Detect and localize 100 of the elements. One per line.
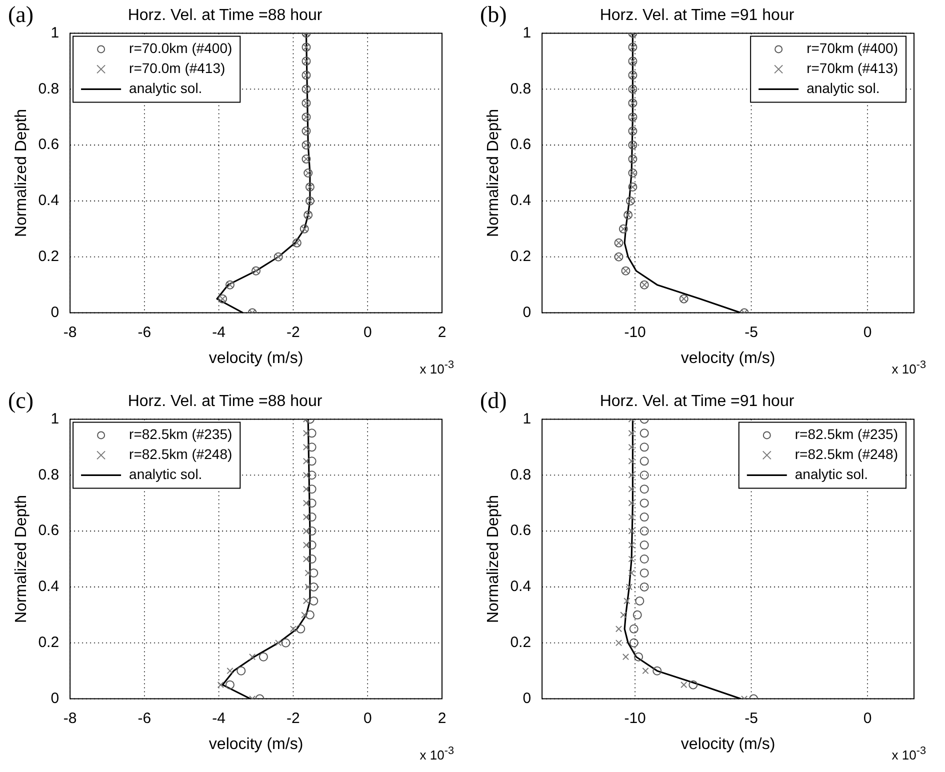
point [302,542,310,548]
point [628,458,635,464]
legend-label: analytic sol. [806,80,880,96]
x-tick-label: -10 [624,710,646,727]
y-tick-label: 0.6 [510,136,532,154]
chart-title: Horz. Vel. at Time =88 hour [128,393,323,410]
y-tick-label: 0.4 [510,578,532,596]
legend-label: r=70.0m (#413) [129,60,226,76]
point [309,568,318,578]
point [635,596,644,606]
text: x 10$^{-3}$ [420,358,454,376]
y-axis-title: Normalized Depth [485,108,502,238]
point [628,570,635,576]
point [615,626,622,632]
point [628,486,635,492]
y-axis-title: Normalized Depth [13,494,30,624]
point [620,612,627,618]
y-tick-label: 0.8 [510,80,532,98]
legend-label: r=82.5km (#235) [794,426,898,442]
point [628,444,635,450]
point [301,612,308,618]
chart-title: Horz. Vel. at Time =91 hour [600,7,795,24]
point [628,430,635,437]
x-tick-label: -10 [624,324,646,341]
point [628,556,635,562]
x-axis-title: velocity (m/s) [208,736,304,753]
point [652,666,662,676]
point [305,610,314,620]
point [640,456,649,466]
y-tick-label: 0 [522,690,532,707]
point [307,526,316,536]
x-axis-title: velocity (m/s) [680,350,776,367]
y-tick-label: 0.8 [510,466,532,484]
point [307,540,316,550]
point [640,582,649,592]
y-tick-label: 0.4 [38,578,60,596]
x-tick-label: -4 [212,710,226,727]
point [640,554,649,564]
point [629,638,638,648]
y-tick-label: 0.4 [38,192,60,210]
y-tick-label: 0.2 [38,634,60,652]
text: (a) [8,2,34,28]
point [302,598,310,604]
x-tick-label: -8 [63,324,77,341]
y-axis-title: Normalized Depth [13,108,30,238]
point [307,428,316,438]
point [640,498,649,508]
point [640,428,649,438]
legend-label: analytic sol. [129,466,202,482]
y-tick-label: 0.2 [510,634,532,652]
point [304,570,312,576]
x-tick-label: 0 [363,710,372,727]
point [307,470,316,480]
text: (b) [480,2,507,28]
x-axis-title: velocity (m/s) [208,350,304,367]
point [307,498,316,508]
point [307,442,316,452]
point [628,472,635,478]
x-tick-label: 0 [363,324,372,341]
x-tick-label: 0 [863,710,872,727]
x-tick-label: -8 [63,710,77,727]
point [226,668,234,674]
point [680,681,688,688]
point [628,500,635,506]
point [309,582,318,592]
chart-title: Horz. Vel. at Time =91 hour [600,393,795,410]
y-tick-label: 0 [50,304,60,321]
point [236,666,246,676]
y-tick-label: 1 [522,410,532,428]
point [640,540,649,550]
point [309,596,318,606]
legend-label: r=82.5km (#235) [129,426,232,442]
x-tick-label: 0 [863,324,872,341]
y-tick-label: 0.2 [510,248,532,266]
point [307,456,316,466]
point [634,652,644,662]
x-tick-label: -5 [744,324,758,341]
point [624,598,630,604]
y-tick-label: 1 [522,24,532,42]
point [302,500,310,506]
text: x 10$^{-3}$ [892,358,926,376]
point [302,486,310,492]
point [275,640,282,646]
point [640,512,649,522]
point [688,680,698,690]
text: (d) [480,388,507,414]
x-axis-title: velocity (m/s) [680,736,776,753]
point [304,584,312,590]
y-tick-label: 0 [50,690,60,707]
chart-title: Horz. Vel. at Time =88 hour [128,7,323,24]
point [302,472,310,478]
legend-label: r=82.5km (#248) [129,446,232,462]
point [628,528,635,534]
text: (c) [8,388,34,414]
x-tick-label: -5 [744,710,758,727]
point [290,626,297,632]
point [628,514,635,520]
legend-label: analytic sol. [129,80,202,96]
y-tick-label: 1 [50,24,60,42]
legend-label: r=70km (#400) [806,40,898,56]
